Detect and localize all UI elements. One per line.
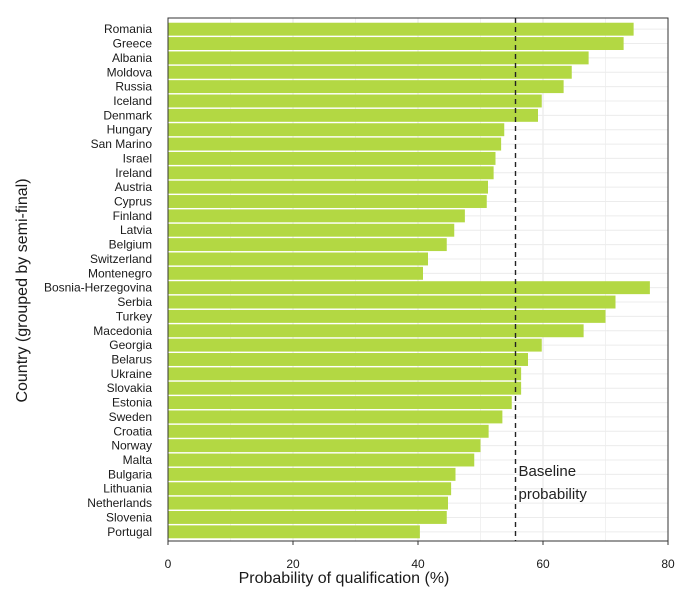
bar [168,525,420,539]
y-tick-label: Ukraine [111,367,153,381]
bar [168,410,503,424]
bar [168,381,522,395]
bar [168,467,456,481]
y-tick-label: Slovakia [107,381,153,395]
y-tick-label: San Marino [91,137,153,151]
y-tick-label: Belgium [109,238,152,252]
bar [168,51,589,65]
bar [168,123,505,137]
bar [168,510,447,524]
bar [168,195,487,208]
y-tick-label: Georgia [109,338,152,352]
x-tick-label: 80 [661,557,675,571]
y-tick-label: Sweden [109,410,152,424]
x-tick-label: 60 [536,557,550,571]
y-axis-title: Country (grouped by semi-final) [14,178,31,402]
bar [168,209,465,223]
bar [168,65,572,79]
x-tick-label: 40 [411,557,425,571]
y-tick-label: Montenegro [88,266,152,280]
y-tick-label: Cyprus [114,195,152,209]
bar [168,22,634,36]
bar [168,108,538,122]
bar [168,151,496,165]
y-tick-label: Portugal [107,525,152,539]
y-tick-label: Hungary [107,123,152,137]
y-tick-label: Estonia [112,396,152,410]
y-tick-label: Lithuania [103,482,152,496]
y-tick-label: Moldova [107,65,153,79]
y-tick-label: Turkey [116,309,152,323]
x-tick-label: 0 [165,557,172,571]
x-tick-label: 20 [286,557,300,571]
y-tick-label: Switzerland [90,252,152,266]
y-tick-label: Finland [113,209,152,223]
bar [168,482,452,496]
y-tick-label: Norway [111,439,152,453]
bar [168,94,542,108]
y-tick-label: Macedonia [93,324,152,338]
y-tick-label: Ireland [115,166,152,180]
y-tick-label: Slovenia [106,510,152,524]
bar [168,309,606,323]
y-tick-label: Bosnia-Herzegovina [44,281,152,295]
bar [168,367,522,381]
bar [168,353,528,366]
y-tick-label: Denmark [103,108,153,122]
bar [168,180,488,194]
bar [168,338,542,352]
x-axis-title: Probability of qualification (%) [239,570,450,587]
bar [168,439,481,453]
bar [168,37,624,51]
bar [168,238,447,252]
bar [168,252,428,266]
y-tick-label: Israel [123,151,152,165]
bar [168,496,448,510]
y-tick-label: Austria [115,180,153,194]
y-tick-label: Belarus [111,352,152,366]
bar [168,80,564,94]
y-tick-label: Iceland [113,94,152,108]
bar [168,424,489,438]
bar [168,453,475,467]
baseline-label-line1: Baseline [519,463,577,480]
y-tick-label: Malta [123,453,153,467]
y-tick-label: Bulgaria [108,467,152,481]
y-tick-label: Albania [112,51,152,65]
bar [168,166,494,180]
bar [168,396,512,410]
bar [168,324,584,338]
y-tick-label: Croatia [113,424,152,438]
y-tick-label: Serbia [117,295,152,309]
bar [168,281,650,295]
bar [168,137,502,151]
y-tick-labels: RomaniaGreeceAlbaniaMoldovaRussiaIceland… [44,22,153,539]
y-tick-label: Romania [104,22,152,36]
bar [168,295,616,309]
y-tick-label: Russia [115,80,152,94]
bars [168,22,650,539]
bar [168,266,423,280]
baseline-label-line2: probability [519,486,588,503]
y-tick-label: Netherlands [87,496,152,510]
bar [168,223,455,237]
x-ticks: 0 20 40 60 80 [165,541,675,571]
y-tick-label: Greece [113,37,153,51]
y-tick-label: Latvia [120,223,152,237]
